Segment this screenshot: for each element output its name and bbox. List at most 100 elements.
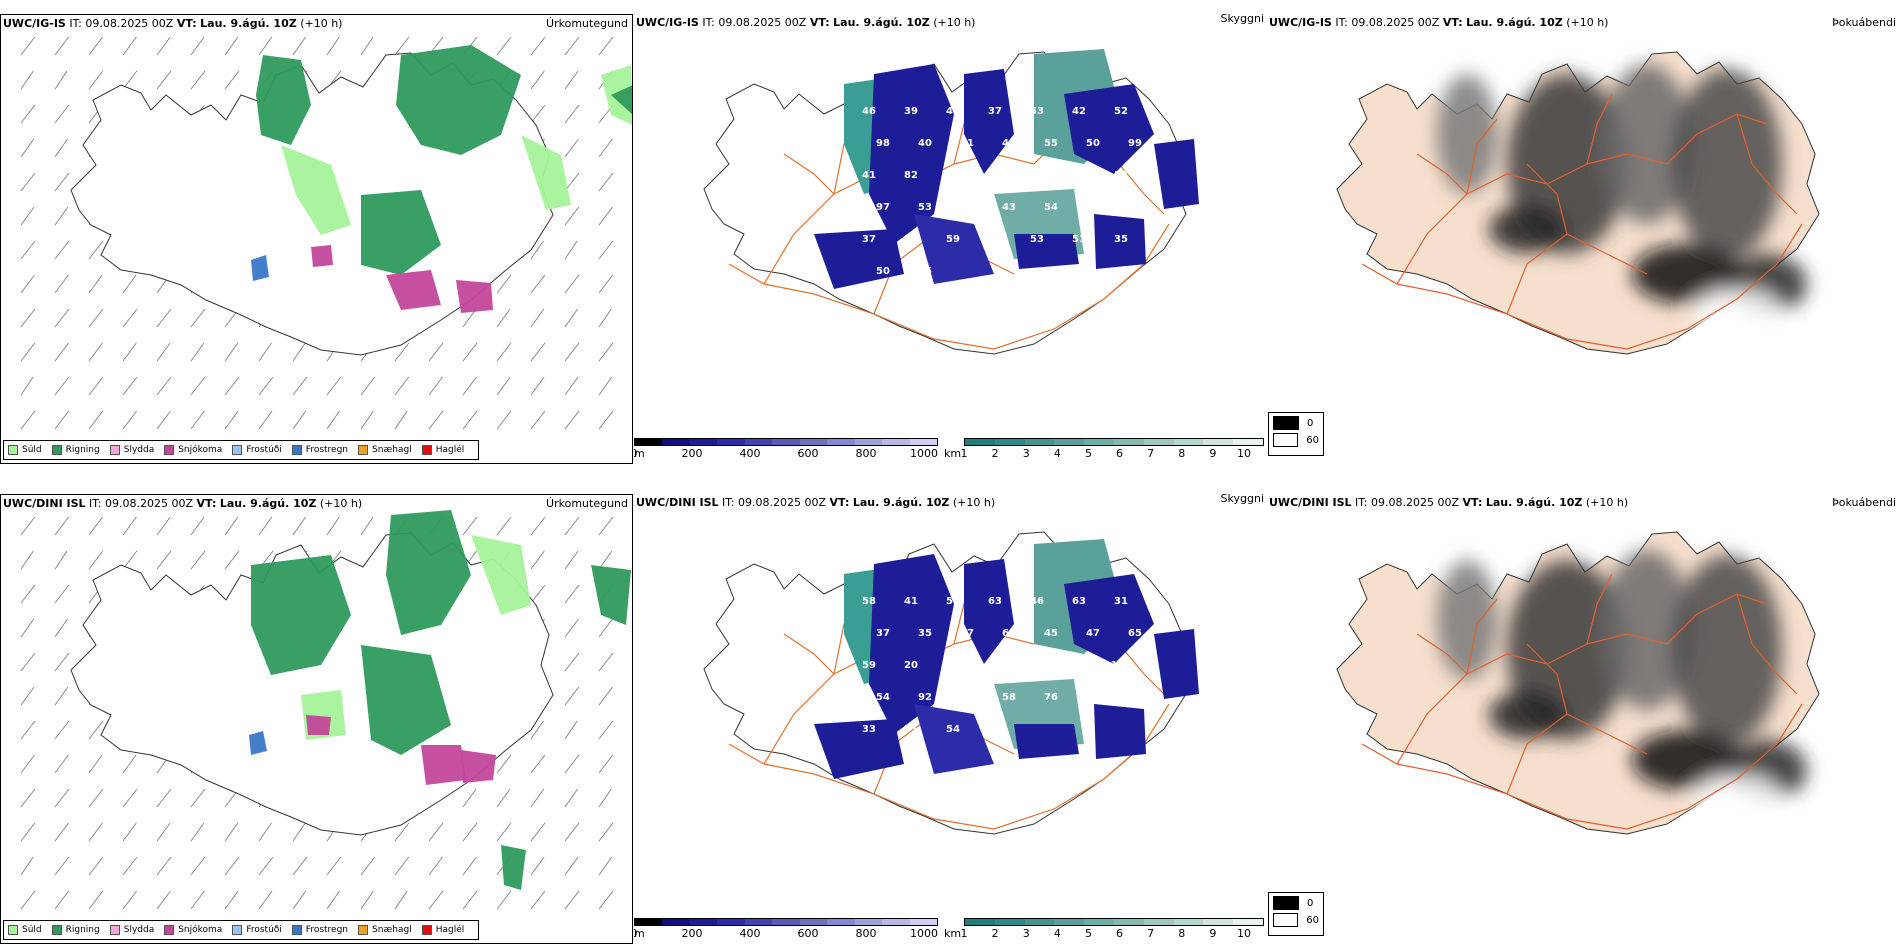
colorbar-tick: 2 — [991, 927, 999, 940]
cloud-area — [814, 719, 904, 779]
cloud-label: 51 — [904, 724, 918, 735]
visibility-colorbar-top: km 1 2 3 4 5 6 7 8 9 10 — [944, 438, 1264, 460]
wind-barb — [20, 240, 36, 260]
colorbar-segment — [772, 919, 800, 925]
wind-barb — [190, 856, 206, 876]
road — [1586, 93, 1613, 165]
swatch — [8, 925, 18, 935]
wind-barb — [190, 410, 205, 430]
precip-map-top — [20, 36, 632, 430]
wind-barb — [530, 890, 546, 910]
colorbar-segment — [882, 439, 910, 445]
wind-barb — [54, 618, 68, 638]
road — [1416, 153, 1468, 195]
cloud-label: 57 — [946, 660, 960, 671]
wind-barb — [156, 308, 172, 328]
wind-barb — [20, 652, 36, 672]
wind-barb — [530, 36, 546, 56]
wind-barb — [190, 308, 206, 328]
road-network — [1361, 93, 1803, 350]
wind-barb — [258, 856, 274, 876]
wind-barb — [122, 788, 138, 808]
swatch — [291, 445, 302, 455]
fog-area — [1602, 550, 1692, 710]
colorbar-segment — [1084, 919, 1114, 925]
precip-area — [471, 535, 531, 615]
visibility-bar — [964, 918, 1264, 926]
colorbar-segment — [1024, 439, 1055, 445]
wind-barb — [564, 754, 580, 774]
wind-barb — [496, 754, 512, 774]
colorbar-segment — [635, 439, 663, 445]
wind-barb — [122, 376, 138, 396]
wind-barb — [54, 70, 68, 90]
colorbar-tick: 1 — [960, 927, 968, 940]
colorbar-tick: 2 — [991, 447, 999, 460]
precip-title-top: Úrkomutegund — [546, 17, 628, 30]
cloud-label: 54 — [1044, 202, 1058, 213]
cloud-map-top: 46 39 43 37 53 42 52 98 40 71 46 55 50 99 41 82 44 52 49 81… — [703, 49, 1199, 355]
wind-barb — [20, 342, 36, 362]
colorbar-tick: 8 — [1178, 927, 1186, 940]
colorbar-segment — [1203, 439, 1234, 445]
wind-barb — [496, 342, 512, 362]
colorbar-segment — [1054, 439, 1085, 445]
precip-area — [256, 55, 311, 145]
wind-barb — [224, 822, 239, 842]
wind-barb — [156, 788, 172, 808]
colorbar-segment — [994, 919, 1025, 925]
wind-barb — [598, 342, 614, 362]
wind-barb — [156, 36, 171, 56]
colorbar-tick: 10 — [1237, 927, 1251, 940]
cloud-label: 76 — [988, 660, 1002, 671]
wind-barb — [20, 70, 34, 90]
wind-barb — [326, 516, 340, 536]
cloud-label: 54 — [876, 692, 890, 703]
cloud-label: 47 — [1030, 660, 1044, 671]
cloud-label: 58 — [862, 596, 876, 607]
wind-barb — [20, 618, 35, 638]
cloud-label: 97 — [876, 202, 890, 213]
cloud-label: 57 — [960, 628, 974, 639]
cloud-label: 37 — [988, 106, 1002, 117]
swatch — [1273, 416, 1299, 430]
wind-barb — [88, 856, 104, 876]
cloud-label: 58 — [1002, 692, 1016, 703]
wind-barb — [530, 70, 545, 90]
wind-barb — [20, 104, 36, 124]
road — [1361, 223, 1803, 350]
fog-area — [1672, 69, 1782, 259]
road — [728, 223, 1170, 350]
wind-barb — [360, 410, 374, 430]
fog-area — [1632, 730, 1742, 790]
cloud-label: 76 — [1044, 692, 1058, 703]
wind-barb — [530, 720, 544, 740]
wind-barb — [156, 376, 172, 396]
wind-barb — [88, 788, 104, 808]
wind-barb — [496, 788, 511, 808]
wind-barb — [564, 138, 579, 158]
wind-barb — [54, 516, 70, 536]
colorbar-tick: 9 — [1209, 447, 1217, 460]
visibility-colorbar-bottom: km 1 2 3 4 5 6 7 8 9 10 — [944, 918, 1264, 940]
wind-barb — [530, 856, 545, 876]
cloud-label: 50 — [876, 266, 890, 277]
wind-barb — [20, 376, 34, 396]
wind-barb — [292, 516, 306, 536]
cloud-label: 35 — [1114, 234, 1128, 245]
wind-barb — [54, 104, 70, 124]
wind-barb — [88, 274, 103, 294]
wind-barb — [564, 516, 580, 536]
cloud-label: 41 — [862, 170, 876, 181]
colorbar-tick: 1 — [960, 447, 968, 460]
wind-barb — [54, 890, 70, 910]
colorbar-segment — [772, 439, 800, 445]
cloud-label: 35 — [918, 628, 932, 639]
colorbar-tick: 9 — [1209, 927, 1217, 940]
cloud-labels: 46 39 43 37 53 42 52 98 40 71 46 55 50 99 41 82 44 52 49 81… — [862, 106, 1142, 277]
colorbar-segment — [1024, 919, 1055, 925]
cloud-label: 57 — [904, 234, 918, 245]
wind-barb — [20, 172, 36, 192]
legend-item-frostudi: Frostúði — [232, 445, 282, 455]
precip-area — [361, 645, 451, 755]
